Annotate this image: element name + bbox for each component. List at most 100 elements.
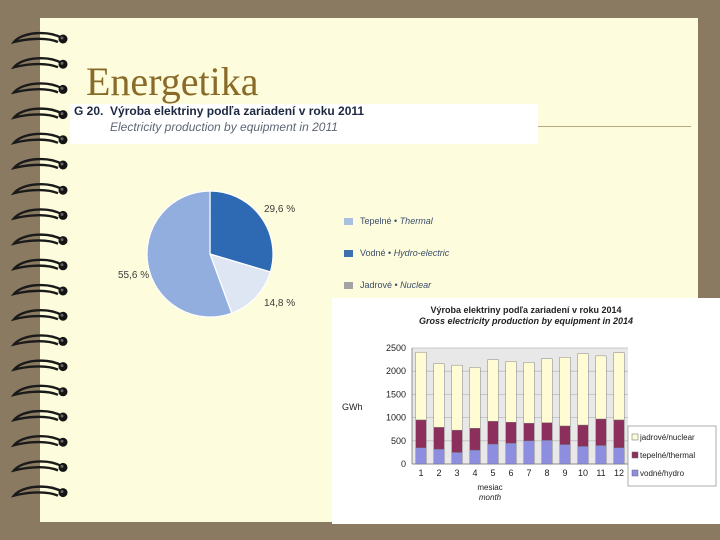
binding-ring (10, 258, 68, 271)
pie-legend-label: Vodné • Hydro-electric (360, 248, 450, 258)
bar-segment-jadrov--nuclear (415, 351, 427, 421)
bar-legend-swatch (631, 469, 639, 477)
bar-segment-vodn--hydro (559, 444, 571, 465)
figure-title-text: Výroba elektriny podľa zariadení v roku … (110, 104, 365, 118)
bar-segment-tepeln--thermal (595, 418, 607, 446)
bar-segment-tepeln--thermal (613, 419, 625, 448)
bar-segment-tepeln--thermal (559, 425, 571, 445)
page-title: Energetika (86, 59, 259, 104)
binding-ring (10, 384, 68, 397)
y-axis-label: GWh (342, 402, 363, 412)
bar-legend-swatch (631, 451, 639, 459)
bar-legend-label: jadrové/nuclear (639, 433, 695, 442)
binding-ring (10, 57, 68, 70)
pie-chart (146, 190, 274, 318)
binding-ring (10, 31, 68, 45)
binding-ring (10, 283, 68, 297)
bar-segment-tepeln--thermal (433, 427, 445, 450)
x-tick-label: 12 (614, 468, 624, 478)
pie-legend-label: Tepelné • Thermal (360, 216, 433, 226)
binding-ring (10, 233, 68, 246)
binding-ring (10, 409, 68, 423)
bar-legend-swatch (631, 433, 639, 441)
bar-segment-vodn--hydro (577, 446, 589, 465)
binding-ring (10, 485, 68, 498)
bar-segment-tepeln--thermal (523, 422, 535, 441)
x-tick-label: 10 (578, 468, 588, 478)
bar-segment-tepeln--thermal (469, 428, 481, 451)
bar-segment-jadrov--nuclear (505, 361, 517, 423)
pie-legend-swatch (344, 218, 353, 225)
y-tick-label: 2000 (386, 366, 406, 376)
binding-ring (10, 82, 68, 95)
bar-segment-tepeln--thermal (577, 424, 589, 447)
bar-segment-jadrov--nuclear (451, 364, 463, 431)
bar-segment-vodn--hydro (487, 443, 499, 465)
slice-label-nuclear: 55,6 % (118, 270, 150, 281)
binding-ring (10, 157, 68, 171)
bar-legend-label: tepelné/thermal (640, 451, 695, 460)
binding-ring (10, 334, 68, 347)
pie-slice-0 (209, 190, 274, 273)
bar-segment-jadrov--nuclear (577, 353, 589, 426)
x-tick-label: 6 (508, 468, 513, 478)
binding-ring (10, 107, 68, 120)
y-tick-label: 1500 (386, 389, 406, 399)
pie-legend-swatch (344, 250, 353, 257)
bar-segment-vodn--hydro (469, 449, 481, 465)
bar-segment-vodn--hydro (613, 447, 625, 465)
pie-legend-swatch (344, 282, 353, 289)
x-tick-label: 4 (472, 468, 477, 478)
plot-area (412, 348, 628, 464)
bar-segment-jadrov--nuclear (559, 357, 571, 427)
bar-segment-tepeln--thermal (541, 422, 553, 441)
slice-label-thermal: 14,8 % (264, 298, 296, 309)
y-tick-label: 500 (391, 436, 406, 446)
bar-segment-jadrov--nuclear (433, 363, 445, 428)
bar-segment-vodn--hydro (541, 440, 553, 465)
bar-segment-jadrov--nuclear (523, 362, 535, 424)
bar-segment-jadrov--nuclear (541, 358, 553, 423)
x-axis-label-en: month (479, 493, 502, 502)
binding-ring (10, 183, 68, 196)
binding-ring (10, 309, 68, 322)
bar-figure: Výroba elektriny podľa zariadení v roku … (332, 298, 720, 524)
binding-ring (10, 359, 68, 372)
pie-figure-title: G 20. Výroba elektriny podľa zariadení v… (74, 104, 364, 118)
title-divider (535, 126, 691, 127)
pie-figure-subtitle: Electricity production by equipment in 2… (110, 120, 338, 134)
binding-ring (10, 460, 68, 473)
pie-slice-1 (209, 253, 272, 314)
bar-segment-vodn--hydro (433, 448, 445, 465)
y-tick-label: 2500 (386, 343, 406, 353)
bar-legend: jadrové/nuclear tepelné/thermal vodné/hydr… (627, 425, 717, 487)
binding-ring (10, 435, 68, 448)
slice-label-hydro: 29,6 % (264, 204, 296, 215)
y-tick-label: 0 (401, 459, 406, 469)
bar-segment-tepeln--thermal (487, 421, 499, 445)
x-tick-label: 3 (454, 468, 459, 478)
bar-segment-vodn--hydro (523, 440, 535, 465)
binding-ring (10, 132, 68, 145)
x-tick-label: 5 (490, 468, 495, 478)
bar-segment-jadrov--nuclear (487, 359, 499, 422)
bar-segment-vodn--hydro (415, 447, 427, 465)
binding-ring (10, 208, 68, 221)
bar-segment-jadrov--nuclear (469, 367, 481, 429)
pie-figure-header: G 20. Výroba elektriny podľa zariadení v… (70, 104, 538, 144)
y-tick-label: 1000 (386, 413, 406, 423)
bar-figure-title: Výroba elektriny podľa zariadení v roku … (430, 305, 622, 315)
bar-segment-vodn--hydro (451, 452, 463, 465)
pie-legend-label: Jadrové • Nuclear (360, 280, 432, 290)
x-tick-label: 11 (596, 468, 605, 478)
spiral-binding (10, 31, 68, 498)
bar-segment-jadrov--nuclear (613, 352, 625, 421)
pie-slice-2 (146, 190, 233, 318)
x-tick-label: 8 (544, 468, 549, 478)
x-axis-label: mesiac (477, 483, 502, 492)
x-tick-label: 1 (418, 468, 423, 478)
bar-segment-tepeln--thermal (415, 419, 427, 448)
x-tick-label: 7 (526, 468, 531, 478)
bar-segment-jadrov--nuclear (595, 355, 607, 420)
